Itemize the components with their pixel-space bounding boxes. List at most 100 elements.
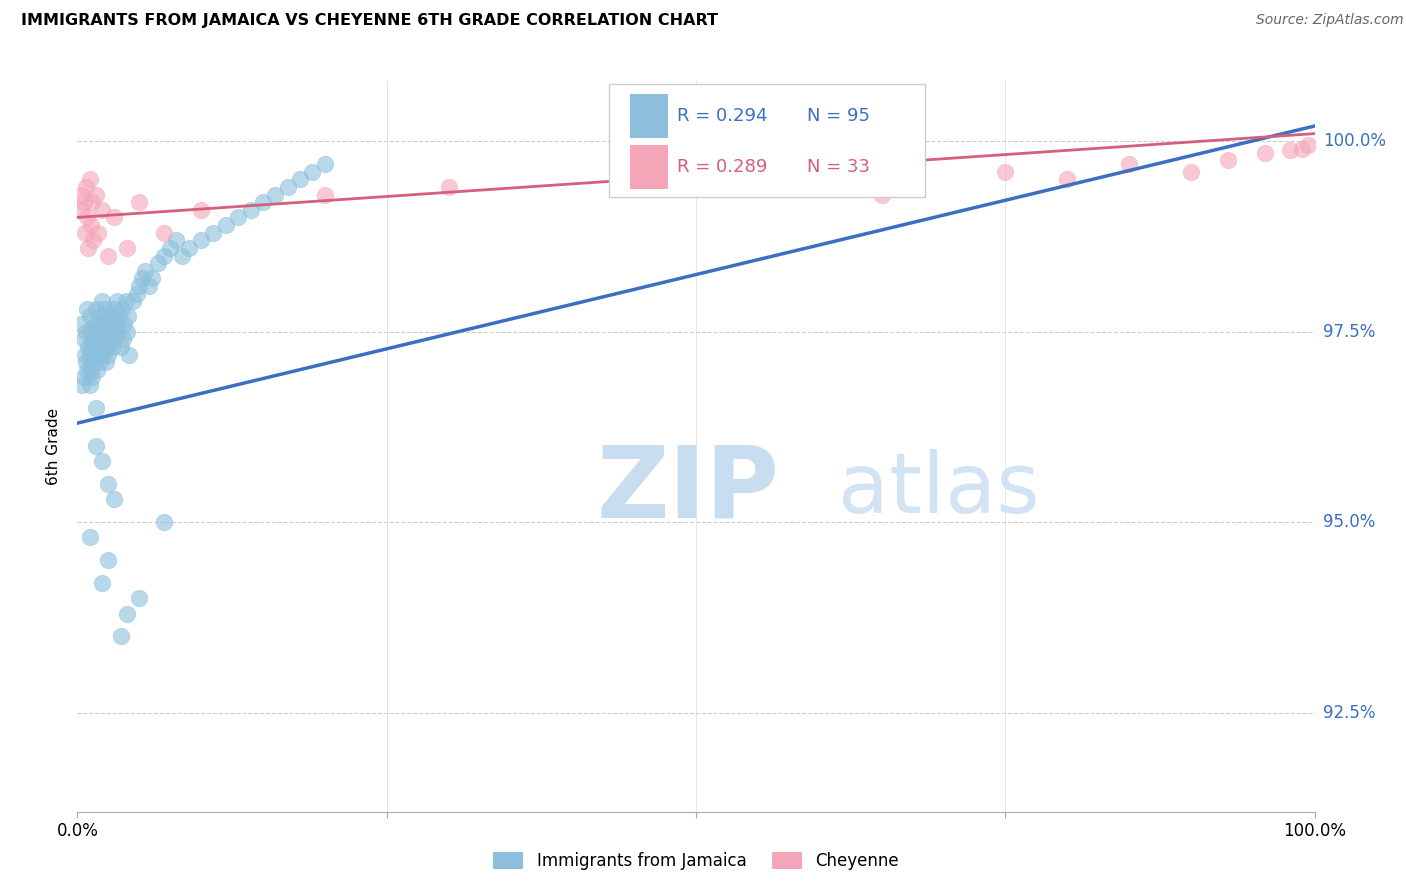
Point — [747, 172, 769, 186]
Text: N = 33: N = 33 — [807, 158, 870, 176]
Text: R = 0.294: R = 0.294 — [678, 107, 768, 125]
Point — [75, 325, 97, 339]
Text: N = 95: N = 95 — [807, 107, 870, 125]
Point — [80, 218, 103, 232]
Point — [72, 378, 94, 392]
Point — [103, 340, 125, 354]
Point — [97, 477, 120, 491]
Point — [79, 347, 101, 361]
Point — [128, 591, 150, 606]
Point — [91, 347, 114, 361]
Point — [114, 294, 136, 309]
Point — [202, 226, 225, 240]
Point — [252, 195, 274, 210]
Text: Source: ZipAtlas.com: Source: ZipAtlas.com — [1256, 13, 1403, 28]
Point — [112, 332, 135, 346]
Point — [1254, 145, 1277, 160]
Point — [93, 332, 115, 346]
FancyBboxPatch shape — [630, 95, 668, 138]
Point — [1216, 153, 1239, 168]
Point — [83, 317, 105, 331]
Legend: Immigrants from Jamaica, Cheyenne: Immigrants from Jamaica, Cheyenne — [486, 845, 905, 877]
Point — [110, 340, 132, 354]
Point — [84, 439, 107, 453]
Point — [870, 187, 893, 202]
Point — [84, 401, 107, 415]
Point — [84, 340, 107, 354]
Point — [103, 211, 125, 225]
Point — [314, 157, 336, 171]
Point — [108, 310, 131, 324]
Point — [82, 195, 104, 210]
Point — [1118, 157, 1140, 171]
Point — [301, 164, 323, 178]
Point — [112, 317, 135, 331]
Point — [138, 279, 160, 293]
Point — [226, 211, 249, 225]
Point — [73, 226, 96, 240]
Point — [104, 317, 127, 331]
Point — [177, 241, 200, 255]
Point — [101, 325, 124, 339]
Text: IMMIGRANTS FROM JAMAICA VS CHEYENNE 6TH GRADE CORRELATION CHART: IMMIGRANTS FROM JAMAICA VS CHEYENNE 6TH … — [21, 13, 718, 29]
Point — [82, 332, 104, 346]
Point — [1298, 138, 1320, 153]
Point — [70, 317, 93, 331]
Text: R = 0.289: R = 0.289 — [678, 158, 768, 176]
Point — [100, 310, 122, 324]
Point — [87, 317, 110, 331]
Point — [91, 202, 114, 217]
Point — [82, 340, 104, 354]
Point — [91, 294, 114, 309]
Point — [75, 355, 97, 369]
Point — [98, 332, 121, 346]
Point — [70, 202, 93, 217]
Point — [111, 301, 134, 316]
Point — [89, 355, 111, 369]
Point — [72, 187, 94, 202]
Point — [76, 211, 98, 225]
Point — [110, 630, 132, 644]
Point — [103, 332, 125, 346]
Text: 100.0%: 100.0% — [1323, 132, 1386, 150]
Point — [96, 340, 118, 354]
Point — [159, 241, 181, 255]
Point — [82, 355, 104, 369]
Point — [72, 370, 94, 384]
Point — [76, 301, 98, 316]
Point — [80, 363, 103, 377]
Point — [153, 515, 176, 529]
Point — [97, 553, 120, 567]
Point — [103, 301, 125, 316]
Point — [190, 233, 212, 247]
Point — [91, 454, 114, 468]
Point — [79, 530, 101, 544]
FancyBboxPatch shape — [609, 84, 925, 197]
Point — [134, 264, 156, 278]
Point — [288, 172, 311, 186]
Point — [118, 347, 141, 361]
Point — [1278, 144, 1301, 158]
Point — [91, 340, 114, 354]
Point — [94, 355, 117, 369]
Point — [165, 233, 187, 247]
Point — [115, 607, 138, 621]
Point — [172, 248, 194, 262]
Point — [86, 325, 108, 339]
Point — [87, 347, 110, 361]
Point — [105, 294, 128, 309]
Point — [77, 340, 100, 354]
Point — [72, 332, 94, 346]
Point — [115, 241, 138, 255]
Point — [72, 195, 94, 210]
Point — [117, 310, 139, 324]
Text: ZIP: ZIP — [598, 442, 780, 539]
Text: 95.0%: 95.0% — [1323, 513, 1375, 532]
Y-axis label: 6th Grade: 6th Grade — [45, 408, 60, 484]
Point — [115, 325, 138, 339]
Point — [91, 576, 114, 591]
Point — [314, 187, 336, 202]
Point — [80, 325, 103, 339]
Point — [84, 301, 107, 316]
Point — [91, 317, 114, 331]
